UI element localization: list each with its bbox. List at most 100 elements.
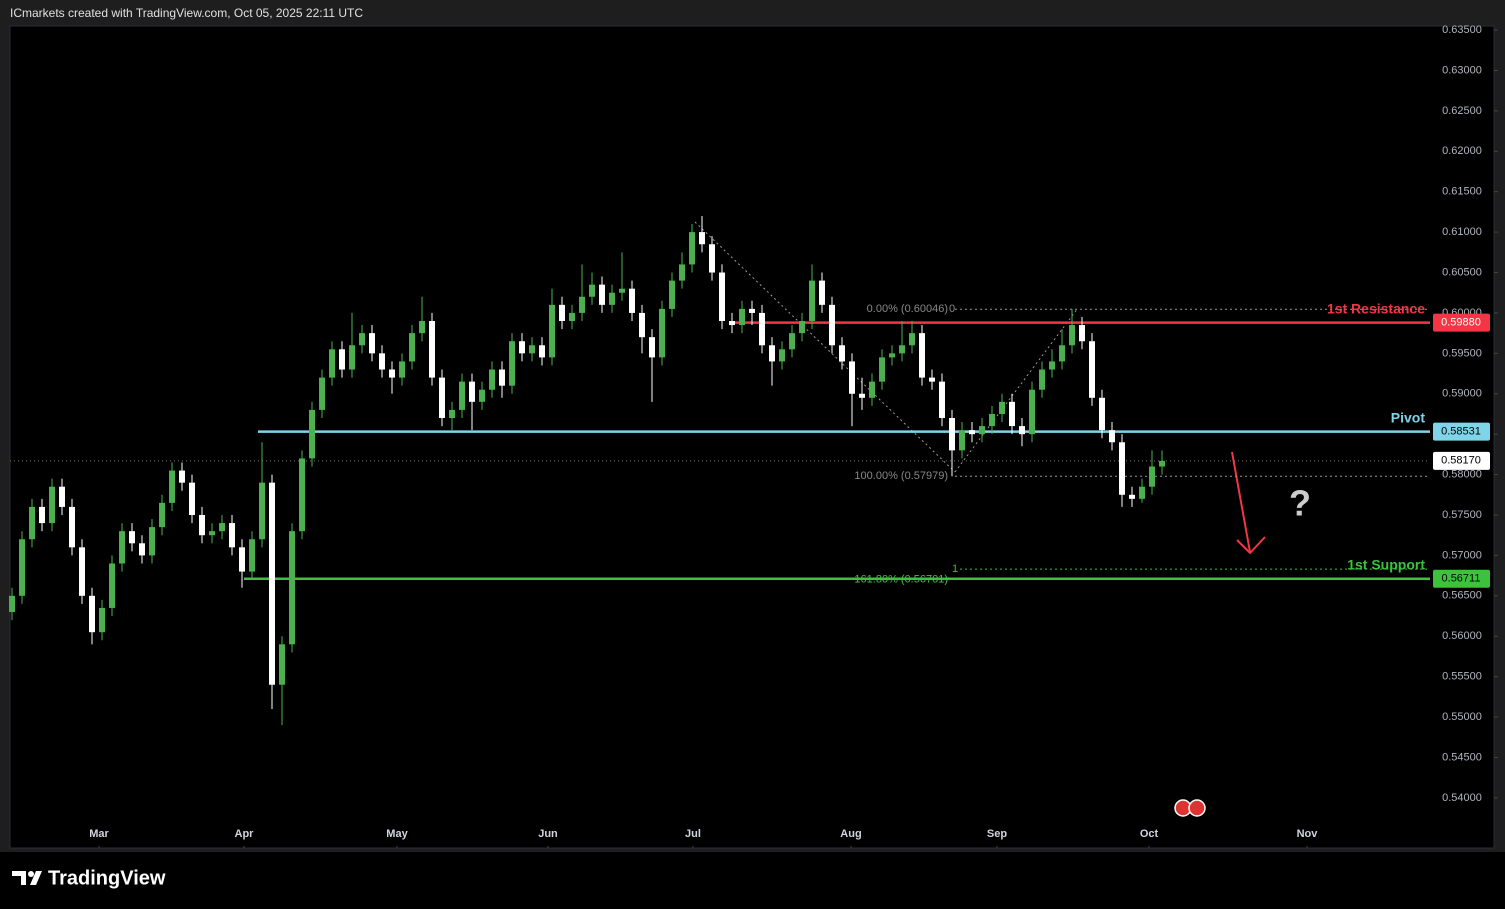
candle-body xyxy=(149,527,155,556)
candle-body xyxy=(949,418,955,451)
candle-body xyxy=(489,369,495,390)
candle-body xyxy=(529,345,535,354)
candle-body xyxy=(429,321,435,378)
candle-body xyxy=(609,292,615,305)
candle-body xyxy=(689,232,695,265)
fib-mark: 0 xyxy=(949,303,955,315)
candle-body xyxy=(189,482,195,515)
brand: TradingView xyxy=(48,867,166,889)
candle-body xyxy=(539,345,545,358)
candle-body xyxy=(119,531,125,564)
y-tick-label: 0.61500 xyxy=(1442,186,1482,198)
candle-body xyxy=(209,531,215,536)
level-name: Pivot xyxy=(1391,409,1426,425)
candle-body xyxy=(749,308,755,313)
candle-body xyxy=(649,337,655,358)
candle-body xyxy=(89,595,95,633)
candle-body xyxy=(159,502,165,528)
y-tick-label: 0.55500 xyxy=(1442,671,1482,683)
candle-body xyxy=(459,381,465,410)
y-tick-label: 0.54000 xyxy=(1442,792,1482,804)
candle-body xyxy=(619,288,625,293)
candle-body xyxy=(269,482,275,685)
y-tick-label: 0.58000 xyxy=(1442,468,1482,480)
candle-body xyxy=(1089,341,1095,398)
candle-body xyxy=(669,280,675,309)
candle-body xyxy=(819,280,825,305)
candle-body xyxy=(299,458,305,532)
candle-body xyxy=(779,349,785,362)
candle-body xyxy=(409,333,415,362)
candle-body xyxy=(549,304,555,358)
y-tick-label: 0.57000 xyxy=(1442,549,1482,561)
candle-body xyxy=(909,333,915,346)
candle-body xyxy=(1099,397,1105,431)
candle-body xyxy=(999,401,1005,414)
price-tag-label: 0.59880 xyxy=(1441,317,1481,329)
candle-body xyxy=(329,349,335,378)
header: ICmarkets created with TradingView.com, … xyxy=(10,6,363,20)
y-tick-label: 0.60500 xyxy=(1442,266,1482,278)
x-tick-label: Sep xyxy=(987,828,1007,840)
y-tick-label: 0.54500 xyxy=(1442,751,1482,763)
candle-body xyxy=(879,357,885,382)
candle-body xyxy=(419,321,425,334)
candle-body xyxy=(1119,442,1125,495)
candle-body xyxy=(1059,345,1065,362)
fib-trend xyxy=(954,307,1079,473)
arrow xyxy=(1231,451,1266,555)
candle-body xyxy=(1039,369,1045,390)
candle-body xyxy=(99,607,105,633)
price-tag-label: 0.58170 xyxy=(1441,455,1481,467)
candle-body xyxy=(439,377,445,419)
candle-body xyxy=(469,381,475,402)
fib-mark: 1 xyxy=(952,563,958,575)
price-tag xyxy=(1433,451,1490,470)
candle-body xyxy=(1029,389,1035,435)
candle-body xyxy=(319,377,325,410)
candle-body xyxy=(769,345,775,362)
candle-body xyxy=(959,430,965,451)
candle-body xyxy=(1079,325,1085,342)
price-tag-label: 0.58531 xyxy=(1441,426,1481,438)
candle-body xyxy=(279,644,285,685)
candle-body xyxy=(979,426,985,435)
candle-body xyxy=(709,244,715,273)
candle-body xyxy=(1159,460,1165,467)
candle-body xyxy=(339,349,345,370)
candle-body xyxy=(379,353,385,370)
y-tick-label: 0.59000 xyxy=(1442,388,1482,400)
candle-body xyxy=(939,381,945,419)
candle-body xyxy=(49,486,55,524)
y-tick-label: 0.62000 xyxy=(1442,145,1482,157)
price-tag xyxy=(1433,313,1490,332)
candle-body xyxy=(1049,361,1055,370)
candle-body xyxy=(679,264,685,281)
candle-body xyxy=(19,539,25,596)
candle-body xyxy=(969,430,975,435)
x-tick-label: Jun xyxy=(538,828,558,840)
candle-body xyxy=(1019,426,1025,435)
y-tick-label: 0.63500 xyxy=(1442,24,1482,36)
candle-body xyxy=(989,413,995,427)
candle-body xyxy=(759,312,765,346)
fib-label: 100.00% (0.57979) xyxy=(854,470,948,482)
candle-body xyxy=(29,506,35,540)
candle-body xyxy=(839,345,845,362)
x-tick-label: Nov xyxy=(1297,828,1319,840)
candle-body xyxy=(889,353,895,358)
candle-body xyxy=(899,345,905,354)
level-name: 1st Support xyxy=(1347,556,1425,572)
candle-body xyxy=(9,595,15,612)
candle-body xyxy=(559,304,565,322)
candle-body xyxy=(239,547,245,572)
candle-body xyxy=(809,280,815,322)
candle-body xyxy=(739,308,745,326)
fib-label: 0.00% (0.60046) xyxy=(867,303,948,315)
brand-logo xyxy=(12,871,42,885)
candle-body xyxy=(349,345,355,370)
y-tick-label: 0.63000 xyxy=(1442,64,1482,76)
y-tick-label: 0.56000 xyxy=(1442,630,1482,642)
